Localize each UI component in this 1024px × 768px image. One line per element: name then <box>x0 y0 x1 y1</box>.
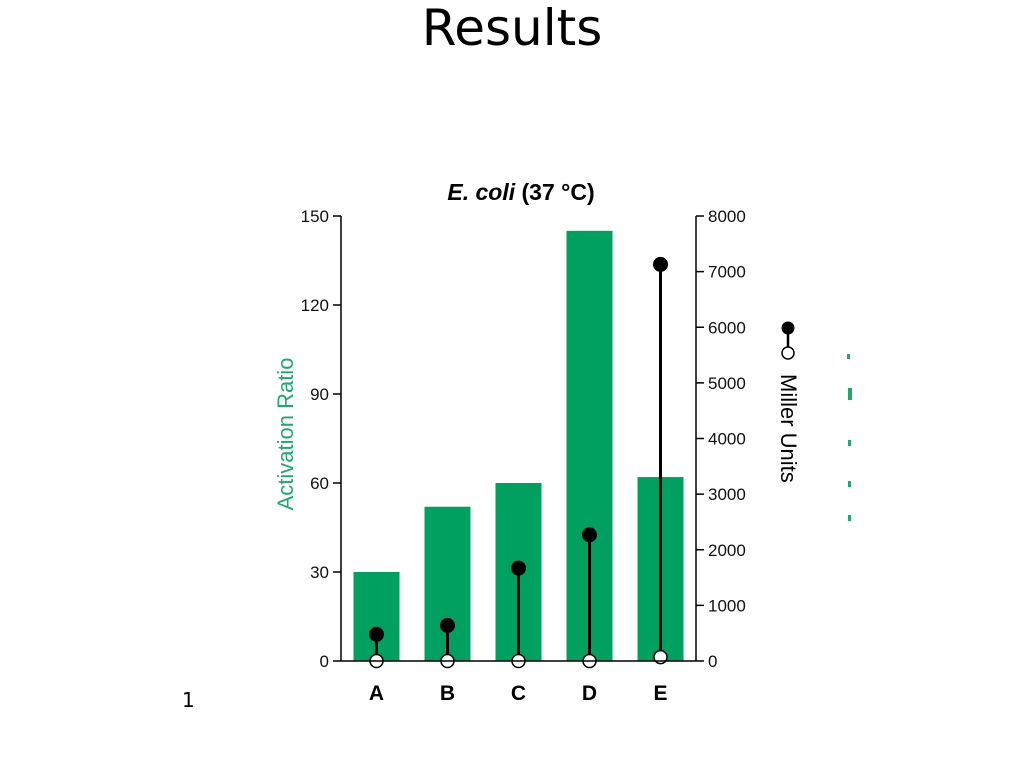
left-axis-title: Activation Ratio <box>273 358 298 511</box>
right-tick-label: 8000 <box>708 207 746 226</box>
category-label-b: B <box>440 682 455 705</box>
filled-point-e <box>653 256 668 272</box>
left-tick-label: 0 <box>320 652 329 671</box>
filled-point-a <box>369 626 384 642</box>
cropped-edge-marks <box>847 354 852 521</box>
right-axis-title: Miller Units <box>776 374 801 483</box>
right-tick-label: 3000 <box>708 485 746 504</box>
right-tick-label: 2000 <box>708 541 746 560</box>
chart-title-organism: E. coli <box>447 179 515 205</box>
filled-point-b <box>440 617 455 633</box>
right-tick-label: 5000 <box>708 374 746 393</box>
category-label-d: D <box>582 682 597 705</box>
filled-point-c <box>511 560 526 576</box>
right-tick-label: 0 <box>708 652 717 671</box>
category-label-a: A <box>369 682 384 705</box>
right-tick-label: 4000 <box>708 430 746 449</box>
page-number: 1 <box>182 688 195 712</box>
filled-point-d <box>582 527 597 543</box>
category-label-c: C <box>511 682 526 705</box>
chart-title: E. coli (37 °C) <box>447 179 594 205</box>
left-tick-label: 150 <box>301 207 329 226</box>
legend-marker-icon <box>781 321 795 360</box>
left-tick-label: 60 <box>310 474 329 493</box>
right-tick-label: 7000 <box>708 263 746 282</box>
left-tick-label: 30 <box>310 563 329 582</box>
right-tick-label: 6000 <box>708 318 746 337</box>
axes-layer: 0 30 60 90 120 150 0 1000 2000 3000 4000 5000 6000 70… <box>301 207 746 705</box>
right-tick-label: 1000 <box>708 596 746 615</box>
category-label-e: E <box>653 682 667 705</box>
stems-layer <box>369 256 668 669</box>
chart-title-condition: (37 °C) <box>515 179 595 205</box>
slide-title: Results <box>421 0 603 57</box>
left-tick-label: 120 <box>301 296 329 315</box>
left-tick-label: 90 <box>310 385 329 404</box>
